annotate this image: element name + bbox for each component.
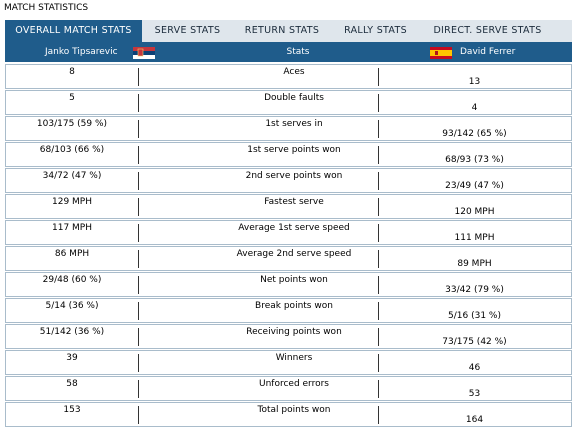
column-separator [138, 328, 139, 346]
column-separator [138, 198, 139, 216]
stat-name: Aces [283, 67, 305, 77]
tab[interactable]: RALLY STATS [344, 25, 407, 36]
column-separator [378, 120, 379, 138]
column-separator [378, 198, 379, 216]
player2-value: 120 MPH [454, 207, 495, 217]
column-separator [138, 406, 139, 424]
column-separator [378, 406, 379, 424]
player1-value: 5/14 (36 %) [45, 301, 99, 311]
player1-value: 51/142 (36 %) [39, 327, 105, 337]
player2-value: 46 [468, 363, 481, 373]
player1-value: 29/48 (60 %) [42, 275, 102, 285]
tab[interactable]: SERVE STATS [154, 25, 221, 36]
player1-value: 8 [69, 67, 75, 77]
player2-value: 111 MPH [454, 233, 495, 243]
stats-column-header: Stats [286, 47, 310, 57]
player2-value: 164 [465, 415, 484, 425]
stats-row: 117 MPH Average 1st serve speed 111 MPH [5, 220, 572, 245]
player2-value: 4 [471, 103, 478, 113]
player2-value: 23/49 (47 %) [445, 181, 504, 191]
tab[interactable]: RETURN STATS [244, 25, 320, 36]
player1-value: 86 MPH [54, 249, 90, 259]
tab[interactable]: OVERALL MATCH STATS [5, 20, 142, 42]
stat-name: Net points won [260, 275, 328, 285]
column-separator [138, 120, 139, 138]
stats-row: 129 MPH Fastest serve 120 MPH [5, 194, 572, 219]
player1-value: 129 MPH [52, 197, 92, 207]
stats-row: 68/103 (66 %) 1st serve points won 68/93 (… [5, 142, 572, 167]
column-separator [378, 250, 379, 268]
player2-value: 5/16 (31 %) [448, 311, 501, 321]
stat-name: Unforced errors [258, 379, 329, 389]
page-title: MATCH STATISTICS [4, 3, 89, 13]
column-separator [378, 380, 379, 398]
stats-row: 29/48 (60 %) Net points won 33/42 (79 %) [5, 272, 572, 297]
player1-value: 34/72 (47 %) [42, 171, 102, 181]
column-separator [378, 354, 379, 372]
stats-row: 39 Winners 46 [5, 350, 572, 375]
stat-name: Break points won [255, 301, 333, 311]
player2-value: 89 MPH [457, 259, 492, 269]
stat-name: Double faults [264, 93, 324, 103]
column-separator [378, 146, 379, 164]
column-separator [378, 94, 379, 112]
player2-value: 73/175 (42 %) [442, 337, 507, 347]
player1-value: 103/175 (59 %) [36, 119, 108, 129]
player1-value: 39 [66, 353, 78, 363]
tab[interactable]: DIRECT. SERVE STATS [433, 25, 542, 36]
stats-row: 103/175 (59 %) 1st serves in 93/142 (65 %) [5, 116, 572, 141]
column-separator [378, 302, 379, 320]
column-separator [378, 224, 379, 242]
player1-value: 117 MPH [52, 223, 92, 233]
column-separator [138, 354, 139, 372]
stat-name: 2nd serve points won [245, 171, 343, 181]
stats-row: 58 Unforced errors 53 [5, 376, 572, 401]
player2-value: 53 [468, 389, 481, 399]
column-separator [378, 276, 379, 294]
tab-bar: OVERALL MATCH STATS SERVE STATS RETURN STA… [5, 20, 572, 42]
stats-row: 51/142 (36 %) Receiving points won 73/175 … [5, 324, 572, 349]
player2-value: 68/93 (73 %) [445, 155, 504, 165]
column-separator [378, 172, 379, 190]
column-separator [138, 302, 139, 320]
table-header: Janko Tipsarevic Stats David Ferrer [5, 42, 572, 62]
stat-name: Winners [275, 353, 313, 363]
stats-row: 8 Aces 13 [5, 64, 572, 89]
serbia-flag [133, 47, 155, 59]
column-separator [138, 224, 139, 242]
player1-name: Janko Tipsarevic [45, 47, 118, 57]
stats-row: 5/14 (36 %) Break points won 5/16 (31 %) [5, 298, 572, 323]
stat-name: Receiving points won [246, 327, 342, 337]
stat-name: Total points won [257, 405, 331, 415]
stats-row: 34/72 (47 %) 2nd serve points won 23/49 (4… [5, 168, 572, 193]
spain-flag [430, 47, 452, 59]
player2-value: 13 [468, 77, 481, 87]
player1-value: 68/103 (66 %) [39, 145, 105, 155]
column-separator [138, 146, 139, 164]
column-separator [138, 172, 139, 190]
stat-name: 1st serve points won [247, 145, 341, 155]
column-separator [138, 94, 139, 112]
stats-row: 5 Double faults 4 [5, 90, 572, 115]
column-separator [378, 68, 379, 86]
player1-value: 153 [63, 405, 81, 415]
stats-row: 86 MPH Average 2nd serve speed 89 MPH [5, 246, 572, 271]
stat-name: Fastest serve [264, 197, 324, 207]
stat-name: 1st serves in [265, 119, 323, 129]
column-separator [138, 380, 139, 398]
stats-row: 153 Total points won 164 [5, 402, 572, 427]
player1-value: 58 [66, 379, 78, 389]
column-separator [138, 276, 139, 294]
player2-value: 33/42 (79 %) [445, 285, 504, 295]
stat-name: Average 1st serve speed [238, 223, 350, 233]
stat-name: Average 2nd serve speed [236, 249, 352, 259]
player1-value: 5 [69, 93, 75, 103]
column-separator [378, 328, 379, 346]
player2-value: 93/142 (65 %) [442, 129, 507, 139]
column-separator [138, 250, 139, 268]
column-separator [138, 68, 139, 86]
player2-name: David Ferrer [460, 47, 516, 57]
